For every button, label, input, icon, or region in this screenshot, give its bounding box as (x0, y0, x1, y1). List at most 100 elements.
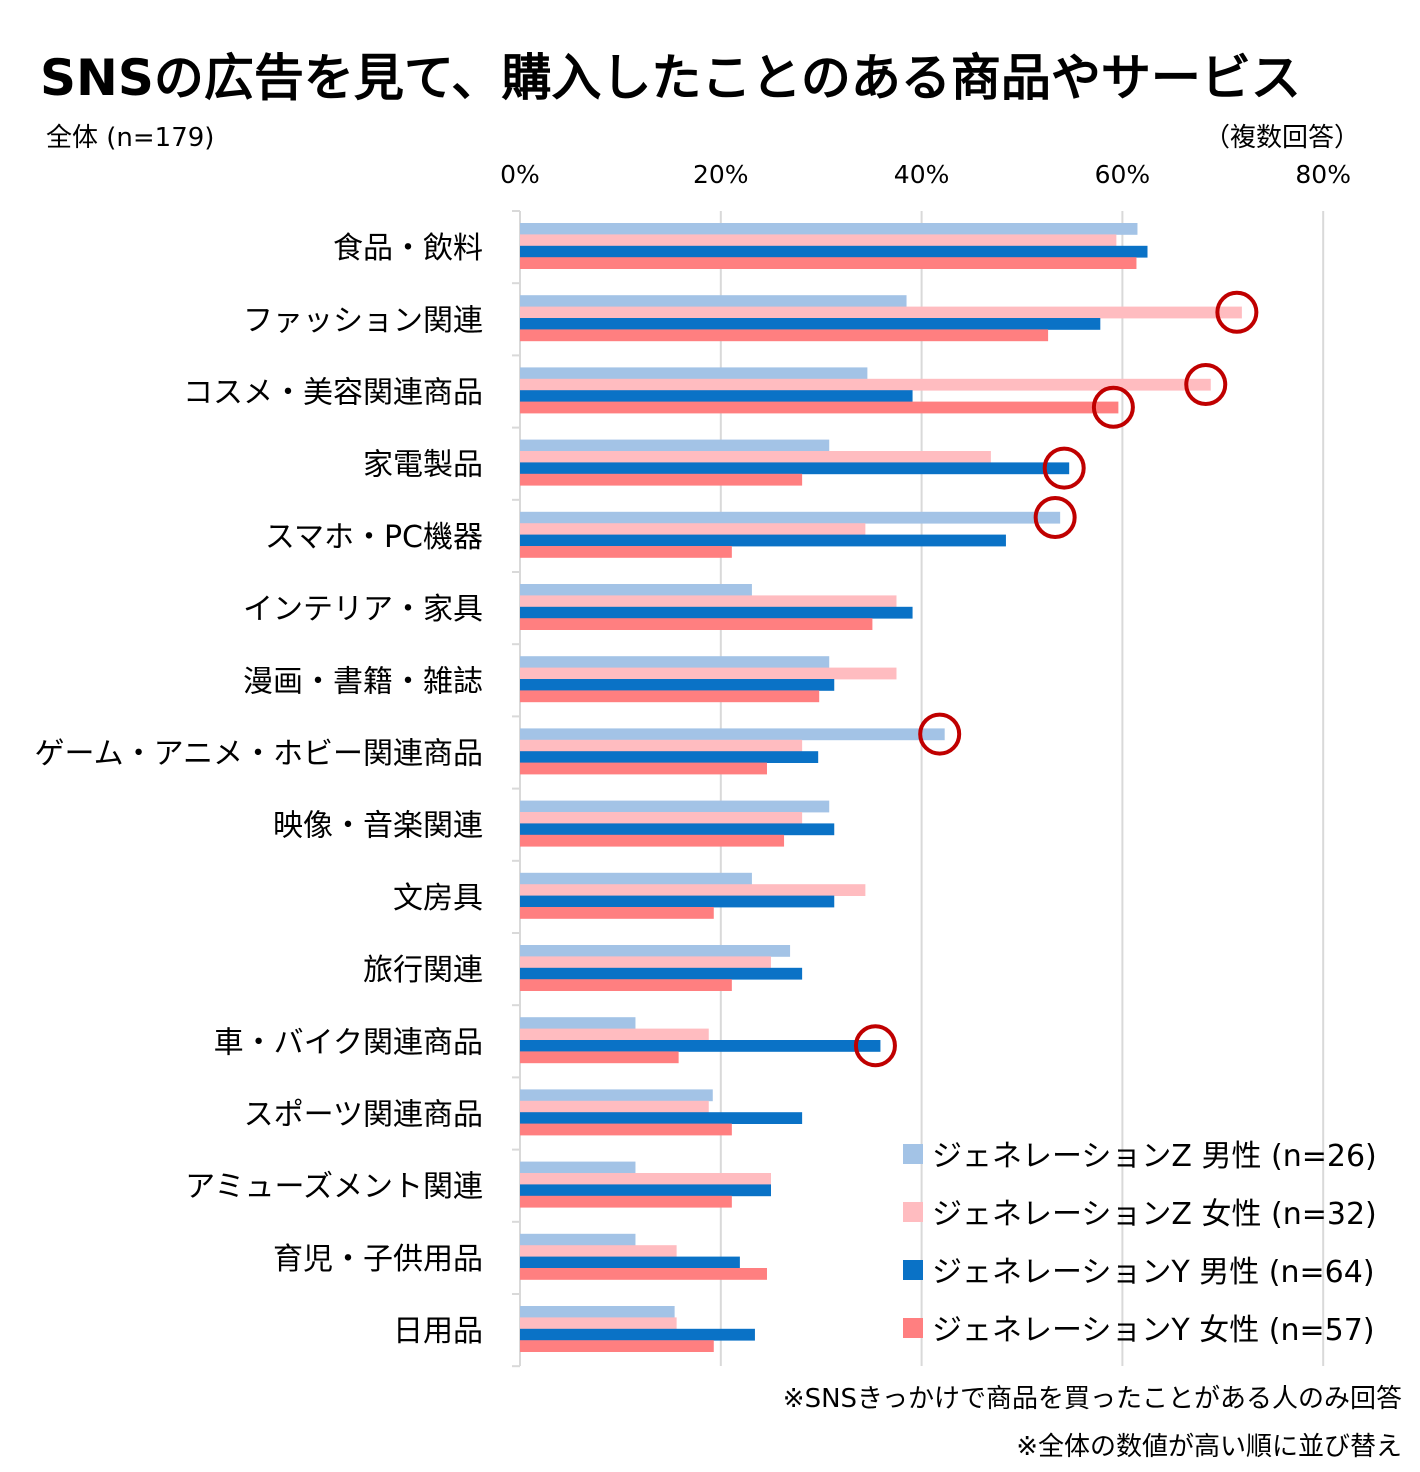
bar (520, 751, 819, 763)
legend-label: ジェネレーションY 女性 (n=57) (932, 1313, 1375, 1348)
plot-area (520, 223, 1242, 1352)
bar (520, 728, 945, 741)
bar (520, 812, 803, 824)
legend-swatch (903, 1260, 923, 1280)
bar (520, 762, 767, 775)
bar (520, 618, 873, 630)
bar (520, 223, 1138, 235)
bar (520, 1340, 714, 1352)
category-label: 映像・音楽関連 (273, 809, 483, 844)
bar (520, 907, 714, 919)
bar (520, 667, 897, 680)
bar (520, 1306, 675, 1318)
category-label: 文房具 (393, 881, 483, 916)
category-label: コスメ・美容関連商品 (183, 376, 483, 411)
category-label: 育児・子供用品 (273, 1242, 483, 1277)
highlight-circle (1215, 290, 1259, 334)
bar (520, 1256, 740, 1269)
category-label: ゲーム・アニメ・ホビー関連商品 (35, 737, 484, 772)
bar (520, 245, 1148, 258)
bar (520, 306, 1242, 319)
bar (520, 690, 820, 703)
bar (520, 1195, 732, 1208)
bar (520, 523, 866, 535)
bar (520, 606, 913, 619)
bar (520, 884, 866, 896)
bar (520, 1123, 732, 1136)
bar (520, 1112, 803, 1124)
bar (520, 1268, 767, 1280)
bar (520, 390, 913, 402)
answer-note: （複数回答） (1204, 123, 1360, 153)
bar (520, 1051, 679, 1064)
bar (520, 823, 835, 836)
bar (520, 1233, 636, 1246)
category-label: スポーツ関連商品 (244, 1098, 483, 1133)
bar (520, 1245, 677, 1257)
chart-subtitle: 全体 (n=179) (46, 123, 214, 153)
bar (520, 234, 1117, 247)
bar (520, 895, 835, 908)
bar (520, 739, 803, 752)
bar (520, 1089, 713, 1102)
category-labels: 食品・飲料ファッション関連コスメ・美容関連商品家電製品スマホ・PC機器インテリア… (35, 231, 484, 1349)
category-label: アミューズメント関連 (185, 1170, 483, 1205)
chart-title: SNSの広告を見て、購入したことのある商品やサービス (40, 49, 1301, 107)
category-label: 車・バイク関連商品 (214, 1025, 483, 1060)
bar (520, 329, 1049, 342)
bar (520, 257, 1137, 269)
category-label: 旅行関連 (363, 953, 483, 988)
category-label: 家電製品 (363, 448, 483, 483)
bar (520, 1040, 881, 1052)
bar (520, 367, 868, 380)
highlight-circles (853, 290, 1259, 1068)
bar (520, 956, 771, 969)
legend-label: ジェネレーションZ 男性 (n=26) (932, 1139, 1377, 1174)
category-label: インテリア・家具 (243, 592, 483, 627)
bar (520, 1161, 636, 1174)
category-label: スマホ・PC機器 (265, 520, 483, 555)
highlight-circle (1184, 363, 1228, 406)
highlight-circle (853, 1024, 897, 1068)
legend-label: ジェネレーションY 男性 (n=64) (932, 1255, 1375, 1290)
x-tick-label: 80% (1295, 160, 1351, 189)
bar (520, 534, 1006, 547)
bar (520, 1328, 755, 1341)
bar (520, 1184, 771, 1197)
bar (520, 834, 785, 847)
category-label: ファッション関連 (243, 303, 483, 338)
bar (520, 1017, 636, 1029)
highlight-circle (1033, 496, 1077, 539)
bar (520, 401, 1119, 414)
bar (520, 595, 897, 608)
bar (520, 1100, 709, 1113)
legend-swatch (903, 1144, 923, 1164)
legend: ジェネレーションZ 男性 (n=26) ジェネレーションZ 女性 (n=32) ジェ… (903, 1139, 1377, 1348)
bar (520, 511, 1061, 524)
bar (520, 439, 830, 452)
bar (520, 378, 1211, 391)
bar (520, 945, 791, 957)
footnote-2: ※全体の数値が高い順に並び替え (1016, 1432, 1402, 1462)
bar (520, 546, 732, 558)
footnote-1: ※SNSきっかけで商品を買ったことがある人のみ回答 (783, 1384, 1402, 1414)
legend-swatch (903, 1202, 923, 1222)
x-tick-label: 60% (1095, 160, 1151, 189)
bar (520, 967, 803, 980)
x-tick-label: 40% (894, 160, 950, 189)
category-label: 漫画・書籍・雑誌 (243, 664, 483, 699)
category-label: 食品・飲料 (333, 231, 483, 266)
bar (520, 473, 803, 486)
bar (520, 462, 1070, 475)
bar (520, 979, 732, 991)
bar (520, 656, 830, 668)
x-tick-label: 20% (693, 160, 749, 189)
legend-label: ジェネレーションZ 女性 (n=32) (932, 1197, 1377, 1232)
category-label: 日用品 (393, 1314, 483, 1349)
bar (520, 451, 991, 463)
highlight-circle (1042, 446, 1086, 490)
highlight-circle (918, 712, 962, 756)
bar (520, 1317, 677, 1330)
bar (520, 800, 830, 813)
